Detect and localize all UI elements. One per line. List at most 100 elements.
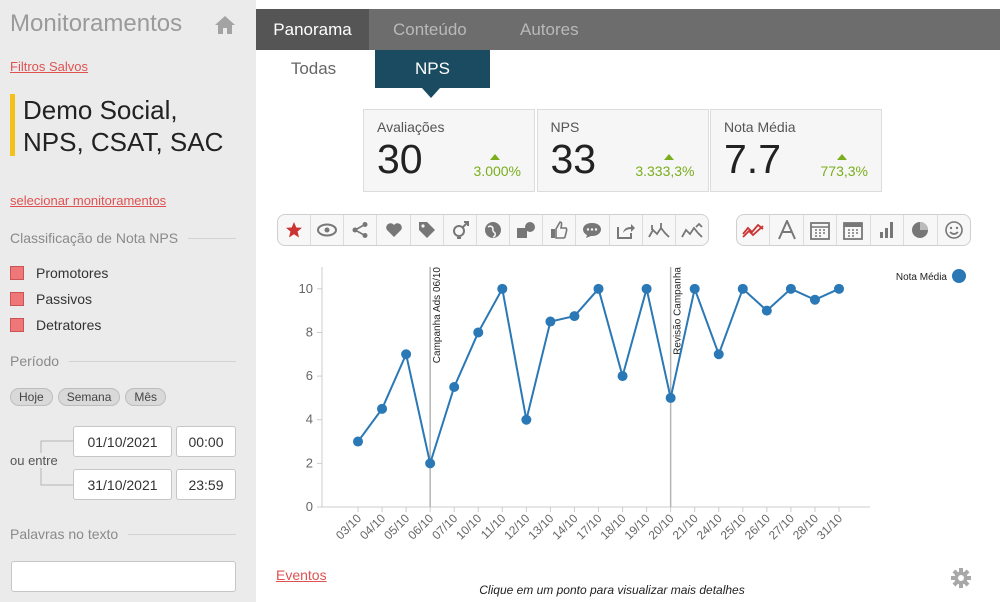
data-point[interactable] [377,403,388,414]
content-toolbar [277,214,709,246]
data-point[interactable] [809,294,820,305]
checkbox[interactable] [10,292,24,306]
tags-icon[interactable] [411,215,444,245]
select-monitor-link[interactable]: selecionar monitoramentos [10,193,167,208]
trend-icon[interactable] [737,215,771,245]
period-button[interactable]: Semana [57,388,121,406]
shapes-icon[interactable] [510,215,544,245]
kpi-label: Nota Média [724,119,796,135]
kpi-change: 3.333,3% [635,163,695,179]
data-point[interactable] [473,327,484,338]
period-button[interactable]: Hoje [10,388,53,406]
monitor-name: Demo Social, NPS, CSAT, SAC [23,95,224,157]
data-point[interactable] [689,283,700,294]
data-point[interactable] [737,283,748,294]
x-tick-label: 24/10 [694,511,725,542]
subtab-arrow [422,88,440,98]
data-point[interactable] [617,371,628,382]
annotation-label: Campanha Ads 06/10 [432,267,443,364]
time-input[interactable]: 23:59 [176,469,236,500]
annotation-label: Revisão Campanha [673,267,684,355]
x-tick-label: 14/10 [549,511,580,542]
subtab[interactable]: NPS [375,50,490,88]
kpi-card: Nota Média 7.7 773,3% [710,109,882,192]
sidebar-title: Monitoramentos [10,10,183,37]
data-point[interactable] [834,283,844,294]
legend-marker[interactable] [952,269,966,283]
tab[interactable]: Panorama [256,9,369,50]
x-tick-label: 05/10 [381,511,412,542]
text-input[interactable] [11,561,236,592]
date-input[interactable]: 01/10/2021 [73,426,172,457]
time-input[interactable]: 00:00 [176,426,236,457]
kpi-change: 773,3% [820,163,868,179]
data-point[interactable] [761,305,772,316]
x-tick-label: 13/10 [525,511,556,542]
hint-text: Clique em um ponto para visualizar mais … [479,583,745,597]
kpi-value: 30 [377,136,423,182]
sentiment-icon[interactable] [938,215,970,245]
x-tick-label: 12/10 [501,511,532,542]
y-tick-label: 10 [299,281,313,296]
date-input[interactable]: 31/10/2021 [73,469,172,500]
checkbox-option[interactable]: Promotores [10,265,108,281]
bars-icon[interactable] [871,215,905,245]
home-icon[interactable] [214,15,236,35]
data-point[interactable] [425,458,436,469]
forward-icon[interactable] [610,215,643,245]
period-buttons: Hoje Semana Mês [10,388,167,406]
pie-icon[interactable] [904,215,938,245]
x-tick-label: 10/10 [453,511,484,542]
x-tick-label: 27/10 [766,511,797,542]
data-point[interactable] [449,382,460,392]
data-point[interactable] [713,349,724,360]
legend-label: Nota Média [896,272,948,283]
data-point[interactable] [497,283,508,294]
calendar-month-icon[interactable] [837,215,871,245]
y-tick-label: 0 [306,499,313,514]
x-tick-label: 28/10 [790,511,821,542]
section-title-text: Classificação de Nota NPS [10,230,179,246]
calendar-icon[interactable] [804,215,838,245]
views-icon[interactable] [311,215,345,245]
checkbox-label: Promotores [36,265,109,281]
data-point[interactable] [665,392,676,403]
favorites-icon[interactable] [278,215,312,245]
subtab[interactable]: Todas [290,59,337,78]
data-point[interactable] [569,311,580,322]
data-point[interactable] [545,316,556,327]
thumbs-icon[interactable] [543,215,577,245]
data-point[interactable] [521,414,532,425]
likes-icon[interactable] [377,215,411,245]
kpi-label: Avaliações [377,119,445,135]
data-point[interactable] [353,436,363,447]
checkbox-option[interactable]: Detratores [10,317,101,333]
chart: 0 2 4 6 8 10 03/1004/1005/1006/1007/1010/1011/… [299,267,966,542]
region-icon[interactable] [676,215,708,245]
section-title: Classificação de Nota NPS [10,230,236,246]
map-icon[interactable] [643,215,676,245]
data-point[interactable] [401,349,412,360]
settings-icon[interactable] [950,567,972,589]
x-tick-label: 25/10 [718,511,749,542]
data-point[interactable] [593,283,604,294]
comments-icon[interactable] [576,215,610,245]
checkbox-option[interactable]: Passivos [10,291,92,307]
checkbox[interactable] [10,266,24,280]
globe-icon[interactable] [477,215,511,245]
checkbox[interactable] [10,318,24,332]
x-tick-label: 26/10 [742,511,773,542]
period-button[interactable]: Mês [125,388,167,406]
tab[interactable]: Autores [520,20,579,39]
saved-filters-link[interactable]: Filtros Salvos [10,59,89,74]
y-tick-label: 4 [306,412,313,427]
x-tick-label: 07/10 [429,511,460,542]
font-icon[interactable] [770,215,804,245]
data-point[interactable] [641,283,652,294]
tab[interactable]: Conteúdo [393,20,467,39]
data-point[interactable] [785,283,796,294]
share-icon[interactable] [344,215,378,245]
gender-icon[interactable] [444,215,477,245]
events-link[interactable]: Eventos [276,567,327,583]
